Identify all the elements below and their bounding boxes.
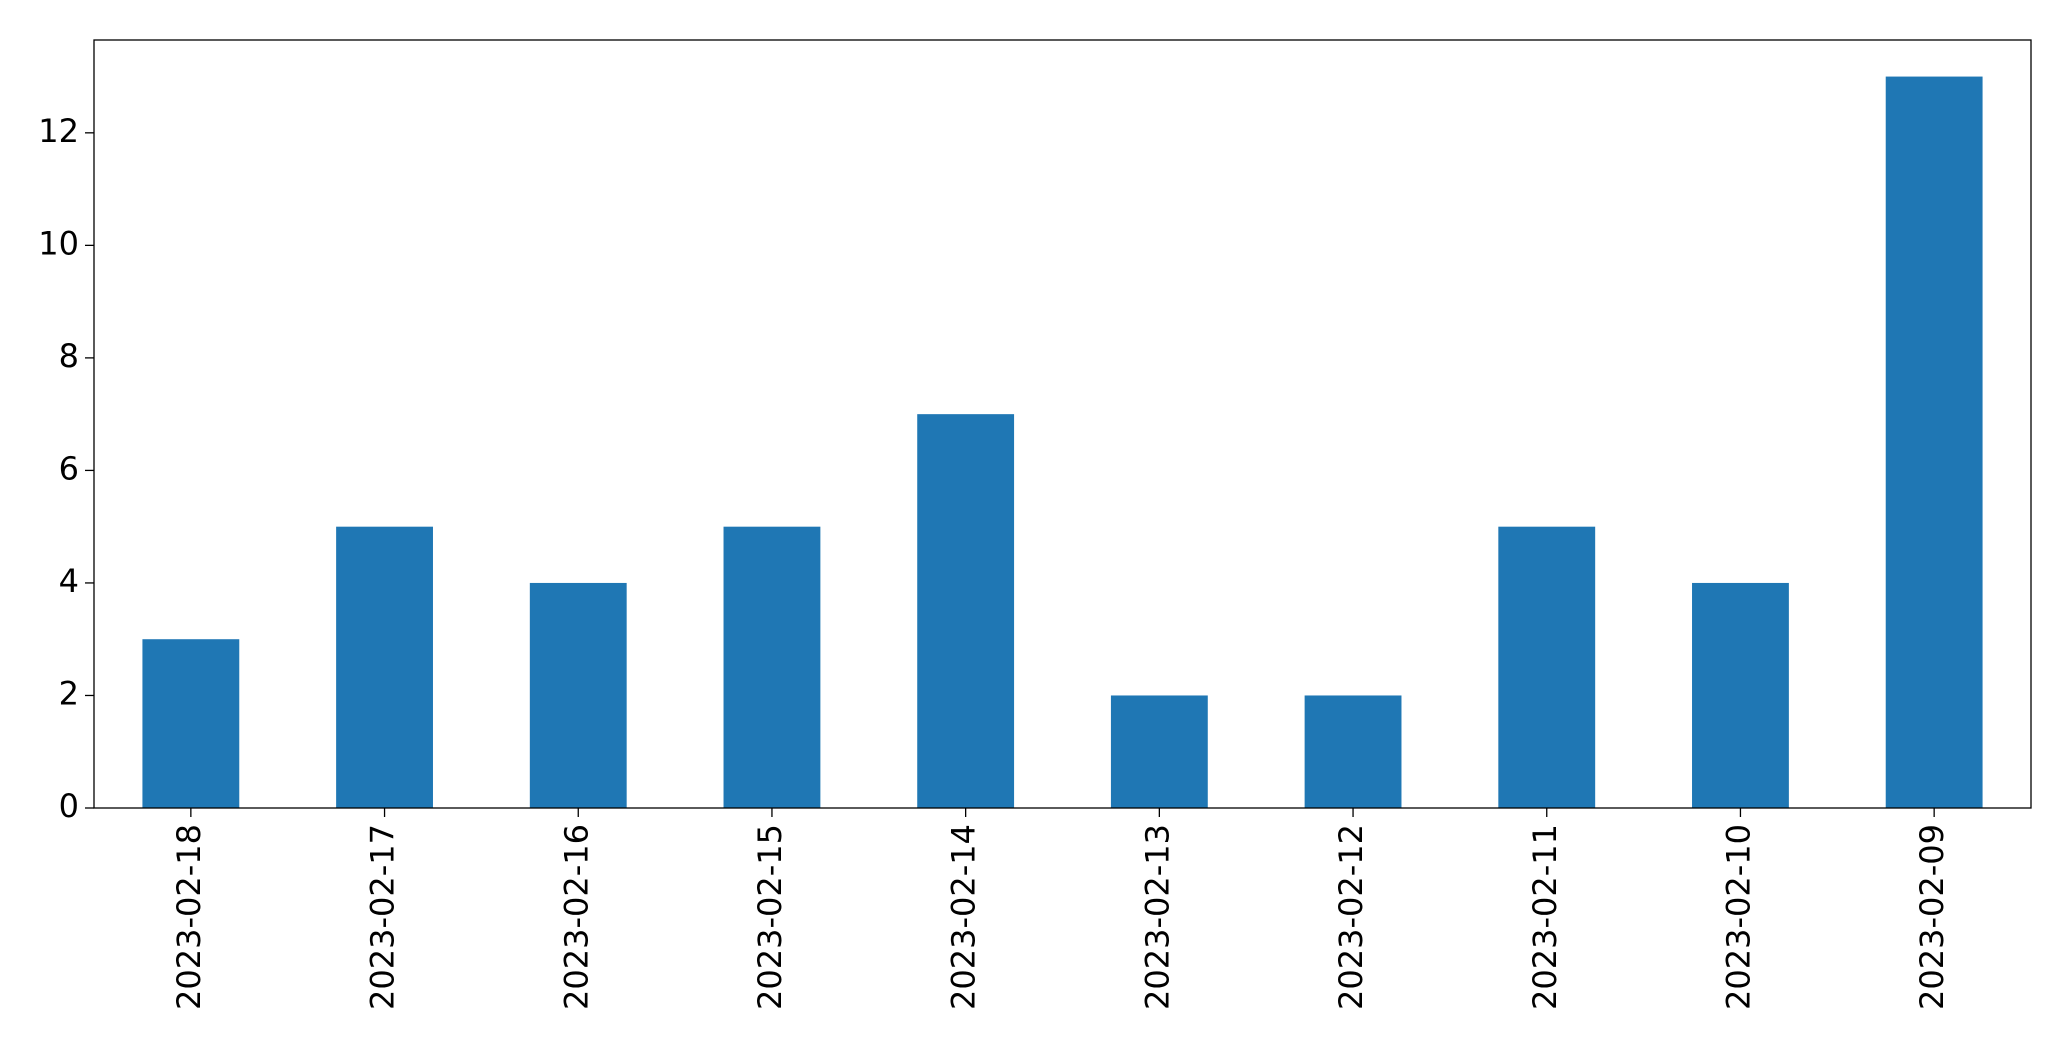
x-tick-label: 2023-02-11 [1526, 824, 1564, 1010]
bar [723, 526, 821, 808]
x-tick-label: 2023-02-16 [557, 824, 595, 1010]
bar [529, 582, 627, 808]
y-tick-label: 8 [59, 337, 79, 375]
x-tick-label: 2023-02-12 [1332, 824, 1370, 1010]
y-tick-label: 12 [38, 112, 79, 150]
y-tick-label: 0 [59, 787, 79, 825]
bar [1498, 526, 1596, 808]
x-tick-label: 2023-02-17 [364, 824, 402, 1010]
bar [336, 526, 433, 808]
y-tick-label: 2 [59, 674, 79, 712]
y-tick-label: 4 [59, 562, 79, 600]
x-tick-label: 2023-02-09 [1913, 824, 1951, 1010]
x-tick-label: 2023-02-13 [1138, 824, 1176, 1010]
bar [142, 639, 240, 808]
x-tick-label: 2023-02-10 [1719, 824, 1757, 1010]
bar [1304, 695, 1402, 808]
x-tick-label: 2023-02-14 [945, 824, 983, 1010]
x-tick-label: 2023-02-18 [170, 824, 208, 1010]
bar [1885, 76, 1983, 809]
x-tick-label: 2023-02-15 [751, 824, 789, 1010]
bar [1692, 582, 1789, 808]
bar [1110, 695, 1208, 808]
axes-frame [93, 39, 2032, 809]
y-tick-label: 6 [59, 449, 79, 487]
y-tick-label: 10 [38, 224, 79, 262]
bar [917, 414, 1015, 808]
